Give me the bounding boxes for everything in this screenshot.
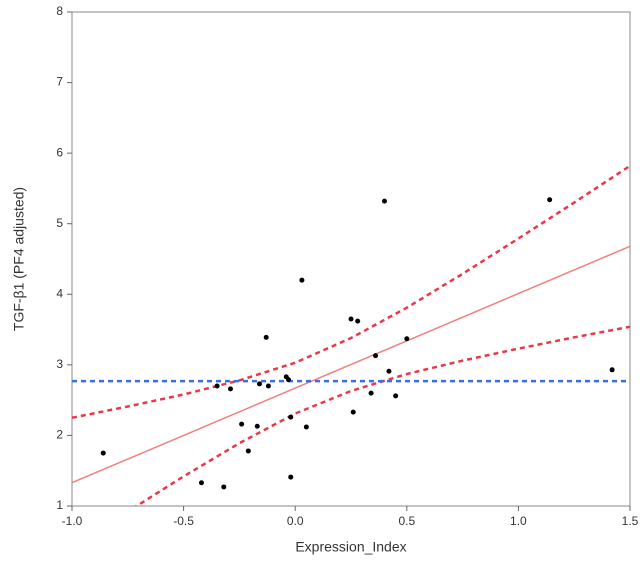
point (609, 367, 615, 373)
point (254, 423, 260, 429)
point (288, 414, 294, 420)
point (373, 353, 379, 359)
x-axis-label: Expression_Index (295, 539, 406, 555)
point (239, 421, 245, 427)
point (348, 316, 354, 322)
point (256, 381, 262, 387)
point (227, 386, 233, 392)
point (355, 318, 361, 324)
point (214, 383, 220, 389)
point (368, 390, 374, 396)
x-tick-label: -1.0 (62, 514, 83, 528)
point (299, 277, 305, 283)
point (221, 484, 227, 490)
x-tick-label: 0.5 (398, 514, 415, 528)
point (303, 424, 309, 430)
point (100, 450, 106, 456)
y-tick-label: 5 (56, 216, 63, 230)
fit-line (134, 325, 630, 506)
fit-line (72, 245, 630, 484)
point (381, 198, 387, 204)
fit-line (72, 164, 630, 420)
y-axis-label: TGF-β1 (PF4 adjusted) (11, 187, 27, 331)
point (404, 336, 410, 342)
y-tick-label: 7 (56, 75, 63, 89)
x-tick-label: 1.0 (510, 514, 527, 528)
plot-frame (71, 11, 631, 507)
plot-area (72, 164, 630, 506)
point (350, 409, 356, 415)
x-tick-label: -0.5 (173, 514, 194, 528)
point (393, 393, 399, 399)
x-tick-label: 0.0 (287, 514, 304, 528)
point (198, 480, 204, 486)
x-tick-label: 1.5 (622, 514, 639, 528)
y-tick-label: 1 (56, 498, 63, 512)
y-tick-label: 8 (56, 4, 63, 18)
point (288, 474, 294, 480)
y-tick-label: 3 (56, 357, 63, 371)
y-tick-label: 6 (56, 145, 63, 159)
point (286, 377, 292, 383)
point (547, 197, 553, 203)
point (245, 448, 251, 454)
point (263, 334, 269, 340)
point (386, 368, 392, 374)
point (265, 383, 271, 389)
y-tick-label: 4 (56, 286, 63, 300)
y-tick-label: 2 (56, 428, 63, 442)
